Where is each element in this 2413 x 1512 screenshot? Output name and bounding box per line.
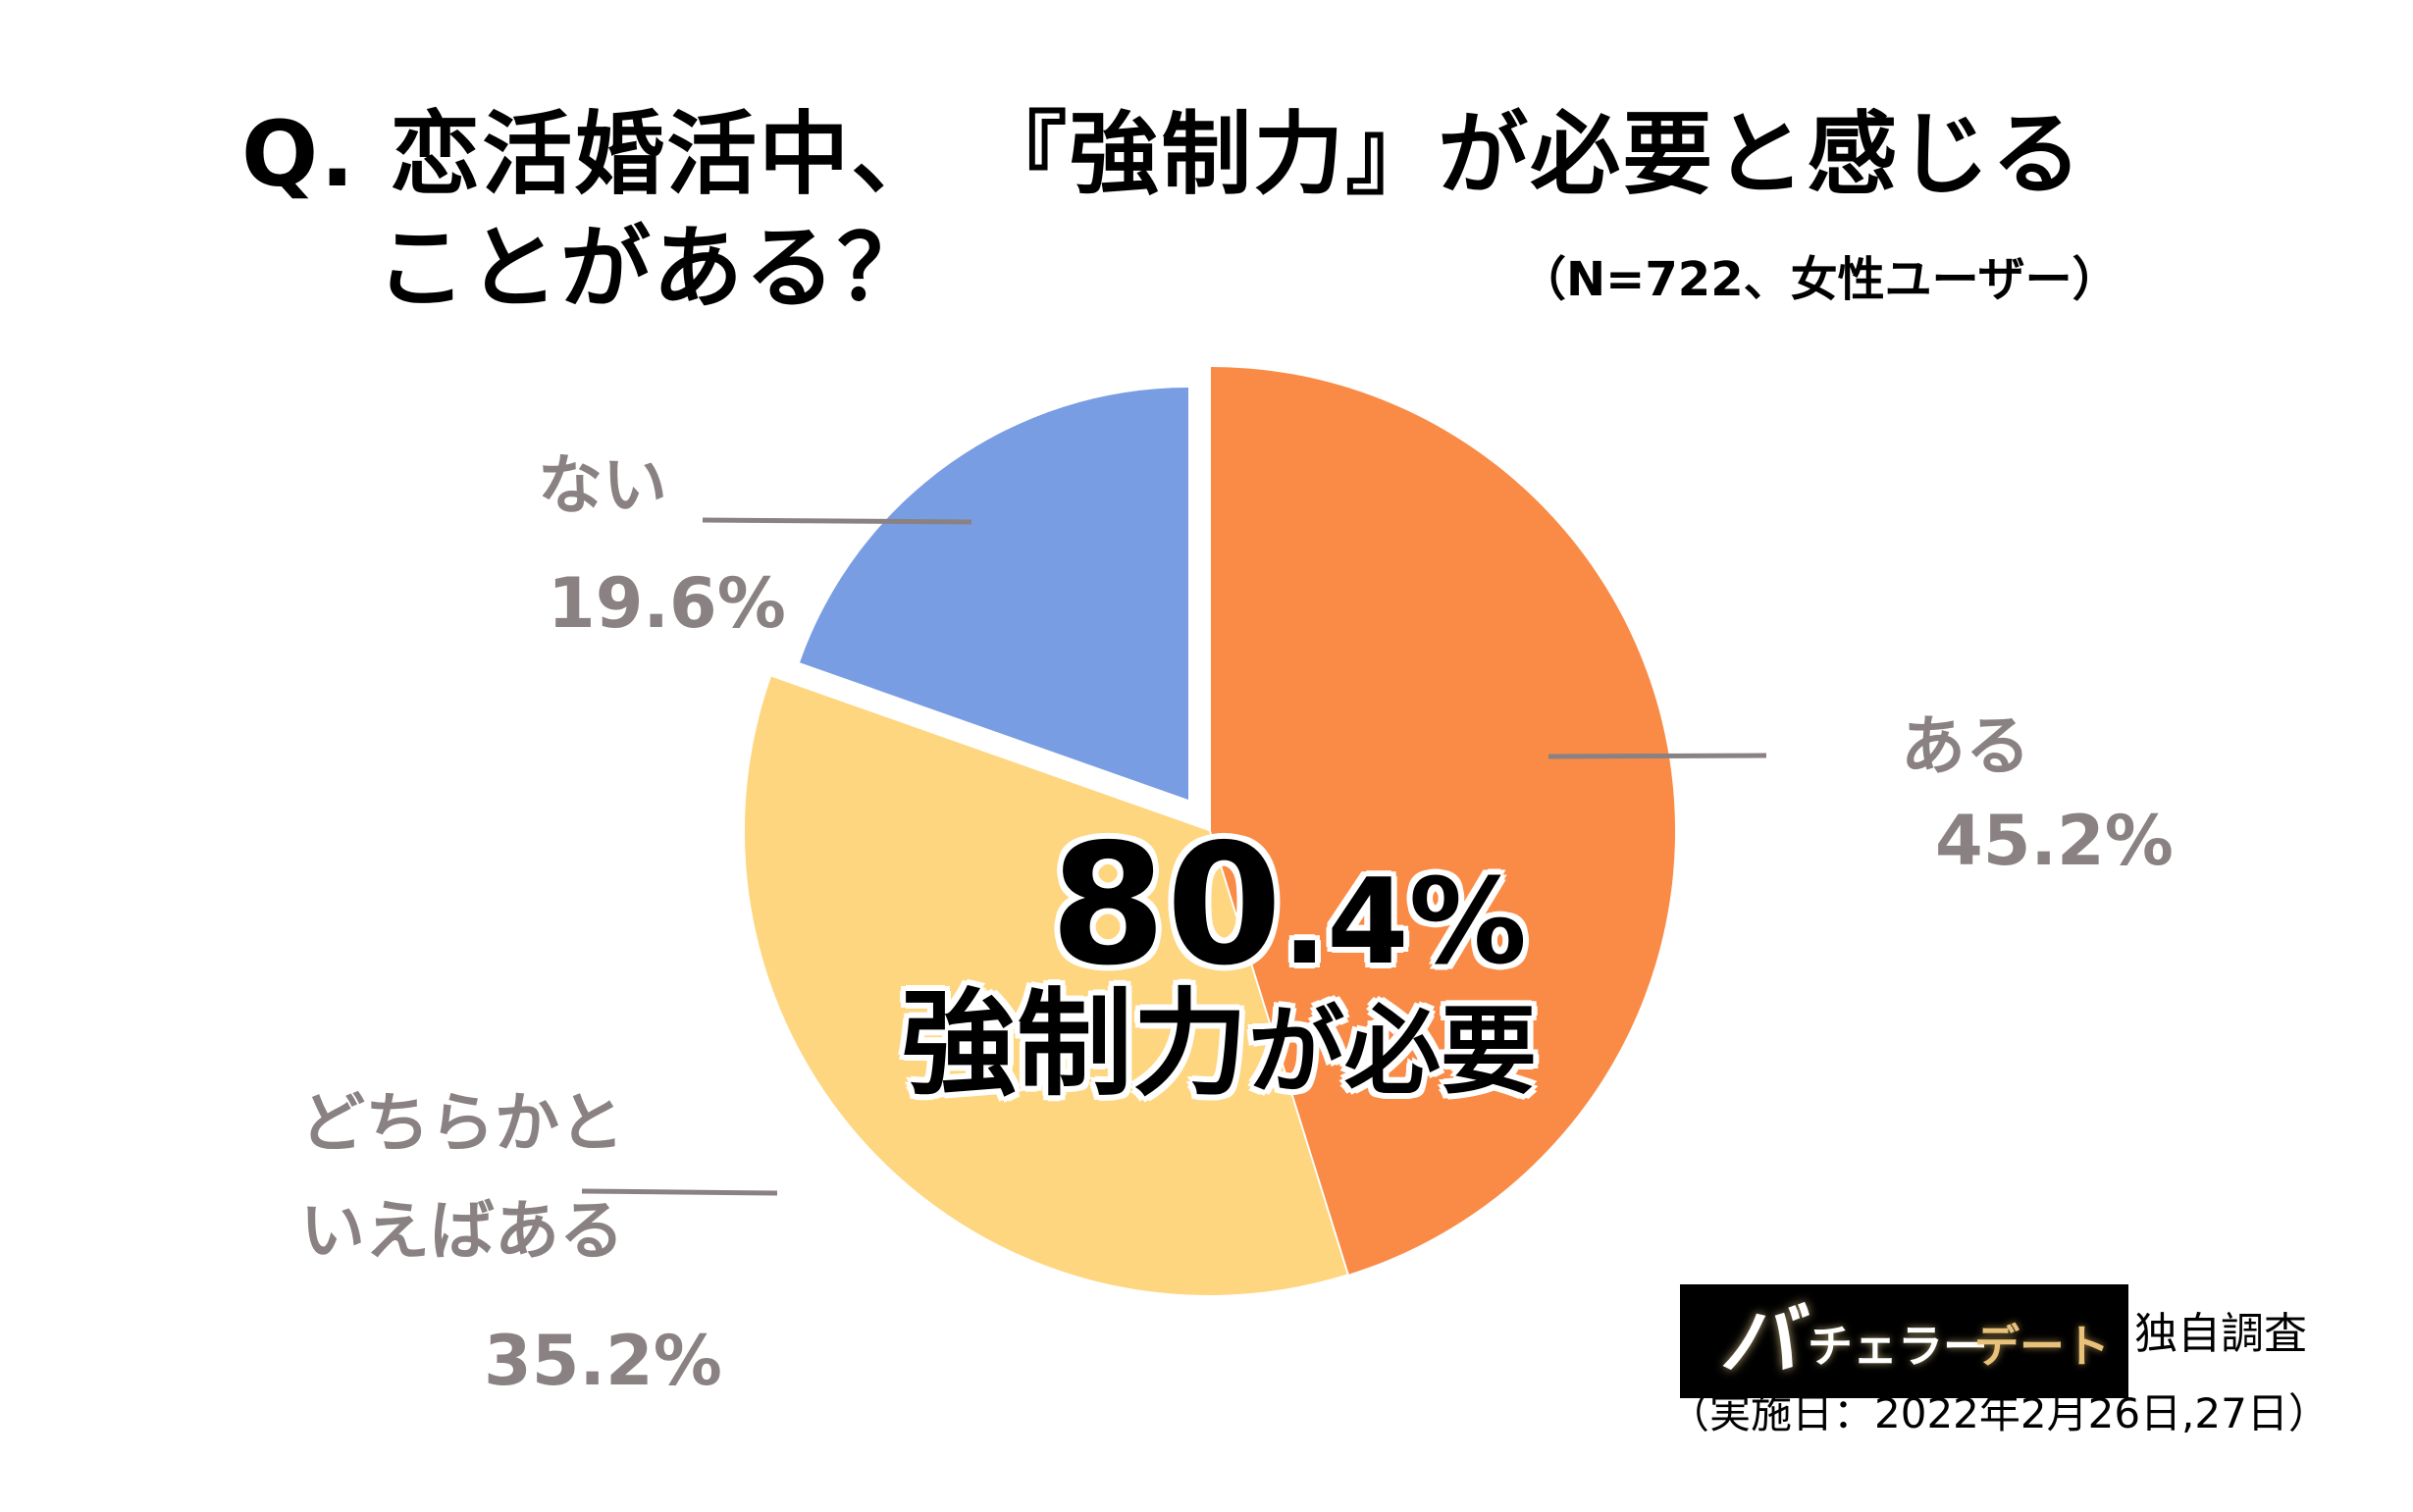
survey-label: 独自調査 bbox=[2134, 1309, 2307, 1359]
label-dochiraka-name-line1: どちらかと bbox=[300, 1085, 624, 1161]
chart-title-line1: Q. 恋活婚活中、 『強制力』が必要と感じる bbox=[241, 102, 2084, 207]
center-caption: 強制力が必要 bbox=[901, 986, 1537, 1102]
label-nai-value: 19.6% bbox=[548, 563, 786, 644]
brand-logo: バ チェラー デート bbox=[1680, 1284, 2128, 1398]
leader-line-nai bbox=[702, 517, 972, 525]
brand-logo-date: デート bbox=[1974, 1320, 2110, 1373]
label-dochiraka-value: 35.2% bbox=[484, 1321, 722, 1401]
survey-date: （実施日：2022年2月26日,27日） bbox=[1668, 1389, 2330, 1437]
center-caption-rest: が必要 bbox=[1248, 996, 1538, 1108]
label-nai-name: ない bbox=[538, 447, 667, 523]
brand-logo-chera: チェラー bbox=[1808, 1320, 1988, 1373]
chart-title-line2: ことがある？ bbox=[376, 216, 930, 321]
sample-size-note: （N=722、女性ユーザー） bbox=[1519, 252, 2120, 307]
pie-slice-dochiraka bbox=[744, 676, 1347, 1296]
label-aru-name: ある bbox=[1901, 708, 2030, 784]
center-caption-strong: 強制力 bbox=[901, 976, 1249, 1112]
center-percent-main: 80 bbox=[1050, 808, 1283, 1003]
pie-slice-aru bbox=[1211, 367, 1676, 1275]
center-percent: 80.4% bbox=[1050, 822, 1527, 989]
pie-slice-nai bbox=[800, 388, 1188, 800]
label-dochiraka-name-line2: いえばある bbox=[300, 1193, 624, 1269]
leader-line-dochiraka bbox=[581, 1188, 778, 1196]
brand-logo-ba: バ bbox=[1719, 1295, 1798, 1386]
label-aru-value: 45.2% bbox=[1935, 801, 2174, 881]
center-percent-decimal: .4% bbox=[1282, 855, 1527, 991]
